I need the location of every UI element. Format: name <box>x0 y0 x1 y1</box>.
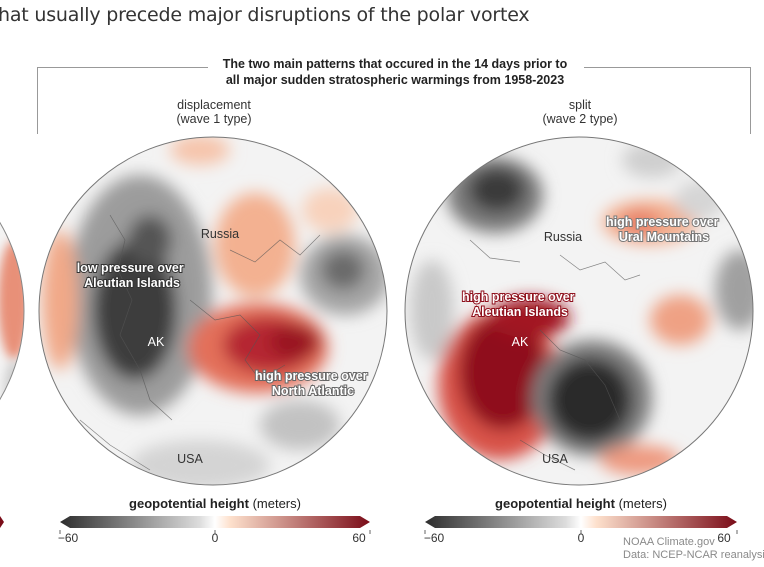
partial-map-left-edge <box>0 137 24 485</box>
colorbar-right <box>424 516 738 534</box>
map-split <box>405 137 753 485</box>
place-ak-right: AK <box>512 335 529 349</box>
bracket-left <box>37 67 208 134</box>
colorbar-left <box>59 516 371 534</box>
colorbar-edge-fragment <box>0 516 4 528</box>
partial-map-outline <box>0 221 25 401</box>
credit-line1: NOAA Climate.gov <box>623 536 715 548</box>
annot-low-aleutian: low pressure over Aleutian Islands <box>77 261 187 290</box>
credit: NOAA Climate.gov Data: NCEP-NCAR reanaly… <box>623 536 764 562</box>
tick-mid-right: 0 <box>577 531 585 545</box>
map-displacement <box>39 137 387 485</box>
panel-label-displacement: displacement (wave 1 type) <box>176 98 252 126</box>
annot-high-aleutian: high pressure over Aleutian Islands <box>462 290 578 319</box>
place-russia-right: Russia <box>544 230 582 244</box>
annot-high-ural: high pressure over Ural Mountains <box>606 215 722 244</box>
place-usa-right: USA <box>542 452 568 466</box>
credit-line2: Data: NCEP-NCAR reanalysis <box>623 549 764 561</box>
place-usa-left: USA <box>177 452 203 466</box>
map-displacement-labels: low pressure over Aleutian Islands high … <box>76 227 371 466</box>
place-russia-left: Russia <box>201 227 239 241</box>
colorbar-title-right: geopotential height (meters) <box>495 496 667 511</box>
subtitle-line1: The two main patterns that occured in th… <box>222 57 568 71</box>
tick-min-left: −60 <box>57 531 79 545</box>
tick-max-right: 60 <box>717 531 731 545</box>
map-displacement-outline <box>38 136 388 486</box>
map-split-outline <box>404 136 754 486</box>
panel-label-split: split (wave 2 type) <box>542 98 618 126</box>
subtitle: The two main patterns that occured in th… <box>210 56 580 88</box>
place-ak-left: AK <box>148 335 165 349</box>
bracket-right <box>584 67 751 134</box>
colorbar-title-left: geopotential height (meters) <box>129 496 301 511</box>
tick-max-left: 60 <box>352 531 366 545</box>
page-title: hat usually precede major disruptions of… <box>0 4 530 26</box>
annot-high-north-atlantic: high pressure over North Atlantic <box>255 369 371 398</box>
tick-min-right: −60 <box>423 531 445 545</box>
tick-mid-left: 0 <box>211 531 219 545</box>
subtitle-line2: all major sudden stratospheric warmings … <box>225 73 565 87</box>
map-split-labels: high pressure over Aleutian Islands high… <box>461 214 722 466</box>
